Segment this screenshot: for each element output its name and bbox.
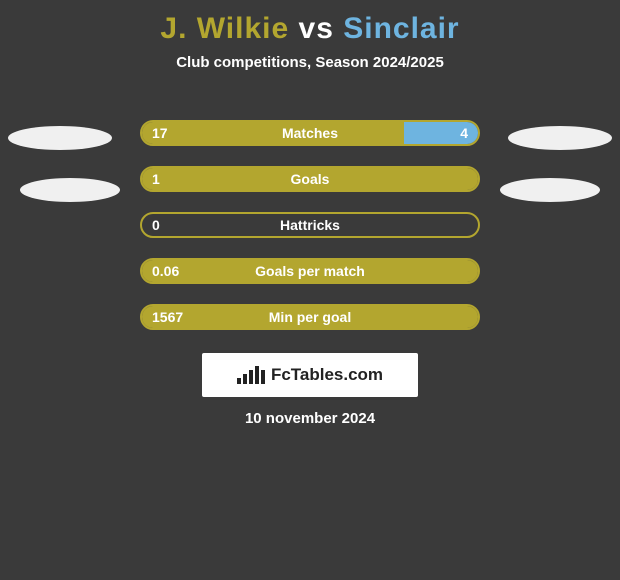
bars-wrapper: 17 Matches 4 1 Goals 0 Hattricks [140, 120, 480, 350]
bar-row-goals: 1 Goals [140, 166, 480, 192]
bar-row-hattricks: 0 Hattricks [140, 212, 480, 238]
date-line: 10 november 2024 [0, 410, 620, 427]
brand-bars-icon [237, 366, 265, 384]
bar-row-min-per-goal: 1567 Min per goal [140, 304, 480, 330]
subtitle: Club competitions, Season 2024/2025 [0, 54, 620, 71]
decor-oval-right-2 [500, 178, 600, 202]
bar-label: Goals per match [142, 263, 478, 279]
brand-text: FcTables.com [271, 365, 383, 385]
decor-oval-right-1 [508, 126, 612, 150]
bar-row-matches: 17 Matches 4 [140, 120, 480, 146]
root: J. Wilkie vs Sinclair Club competitions,… [0, 0, 620, 580]
page-title: J. Wilkie vs Sinclair [0, 0, 620, 46]
decor-oval-left-2 [20, 178, 120, 202]
bar-label: Matches [142, 125, 478, 141]
bar-label: Min per goal [142, 309, 478, 325]
bar-value-player2: 4 [460, 125, 468, 141]
decor-oval-left-1 [8, 126, 112, 150]
title-player2: Sinclair [343, 12, 459, 45]
bar-label: Goals [142, 171, 478, 187]
bar-label: Hattricks [142, 217, 478, 233]
brand-badge: FcTables.com [202, 353, 418, 397]
title-vs: vs [289, 12, 343, 45]
bar-row-goals-per-match: 0.06 Goals per match [140, 258, 480, 284]
title-player1: J. Wilkie [160, 12, 289, 45]
